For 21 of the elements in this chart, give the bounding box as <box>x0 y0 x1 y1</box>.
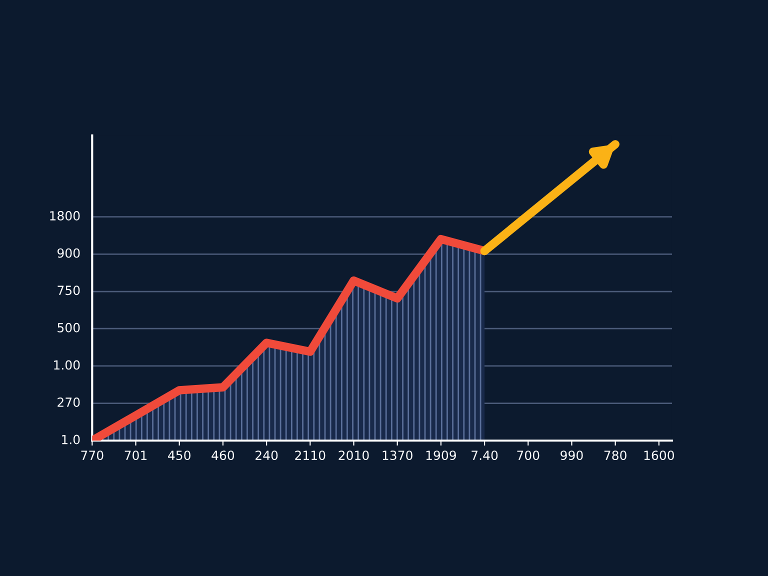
x-tick-label: 701 <box>124 450 147 460</box>
x-tick-label: 700 <box>517 450 540 460</box>
x-tick-label: 240 <box>256 450 278 460</box>
text: 750 <box>58 286 80 296</box>
x-tick-label: 780 <box>604 450 626 460</box>
text: 270 <box>58 398 80 407</box>
x-tick-label: 1909 <box>426 450 456 460</box>
x-tick-label: 770 <box>81 450 104 460</box>
x-tick-label: 1370 <box>382 450 412 460</box>
x-tick-label: 460 <box>212 450 234 460</box>
x-tick-label: 1600 <box>644 450 674 460</box>
x-tick-label: 450 <box>168 450 190 460</box>
text: 900 <box>57 248 80 258</box>
x-tick-label: 7.40 <box>472 450 498 460</box>
text: 1.00 <box>54 360 80 370</box>
x-tick-label: 990 <box>560 450 583 460</box>
text: 500 <box>58 322 80 332</box>
x-tick-label: 2010 <box>338 450 369 460</box>
text: 1.0 <box>62 434 80 444</box>
x-tick-label: 2110 <box>295 450 326 460</box>
text: 1800 <box>50 211 80 220</box>
